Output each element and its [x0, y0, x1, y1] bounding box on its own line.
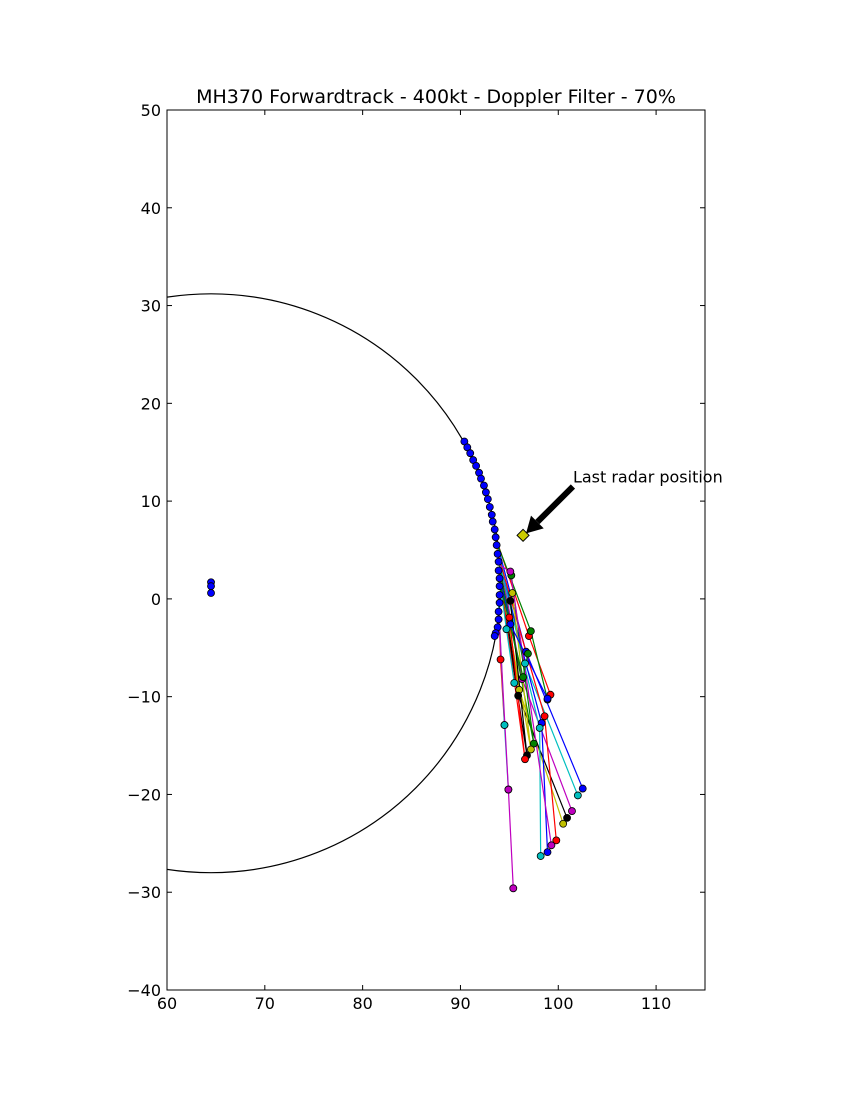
x-tick-label-3: 90	[450, 994, 470, 1013]
track-point-14-1	[521, 755, 529, 764]
x-tick-label-1: 70	[255, 994, 275, 1013]
arc-point-16	[493, 550, 502, 558]
arc-point-24	[494, 615, 503, 624]
track-point-17-2	[524, 649, 532, 658]
arc-point-4	[472, 462, 481, 470]
arc-point-13	[490, 525, 499, 534]
track-point-20-1	[504, 785, 513, 794]
track-point-16-1	[502, 625, 511, 634]
track-point-2-2	[573, 791, 582, 800]
track-point-6-2	[563, 814, 571, 822]
annotation-arrow-shaft	[535, 484, 576, 525]
arc-point-2	[466, 449, 475, 458]
annotation-arrow-head	[526, 515, 544, 534]
track-point-12-2	[508, 589, 517, 597]
track-point-9-1	[535, 724, 544, 732]
arc-point-8	[481, 488, 490, 497]
arc-point-21	[495, 591, 504, 599]
track-point-17-1	[519, 673, 527, 682]
track-point-19-1	[500, 721, 509, 729]
y-tick-label-2: −20	[127, 785, 161, 804]
arc-point-14	[491, 533, 500, 542]
track-point-13-2	[506, 596, 515, 605]
arc-point-17	[494, 557, 503, 566]
track-point-15-2	[543, 694, 552, 703]
track-point-9-2	[536, 852, 545, 860]
plot-frame	[166, 109, 706, 991]
arc-point-27	[490, 632, 499, 640]
arc-point-12	[488, 517, 497, 526]
x-tick-label-0: 60	[157, 994, 177, 1013]
annotation-label: Last radar position	[573, 467, 723, 486]
chart-title: MH370 Forwardtrack - 400kt - Doppler Fil…	[196, 86, 676, 108]
arc-point-22	[495, 598, 504, 607]
x-tick-label-5: 110	[641, 994, 672, 1013]
arc-point-6	[477, 474, 485, 483]
y-tick-label-5: 10	[141, 492, 161, 511]
arc-point-9	[483, 495, 492, 504]
track-point-5-2	[559, 819, 568, 828]
track-point-14-2	[505, 613, 514, 622]
arc-point-23	[494, 607, 503, 616]
y-tick-label-8: 40	[141, 199, 161, 218]
track-point-4-2	[568, 807, 576, 815]
y-tick-label-6: 20	[141, 394, 161, 413]
arc-point-15	[492, 541, 501, 550]
track-point-18-1	[496, 655, 505, 664]
track-point-16-2	[510, 679, 519, 687]
track-point-6-1	[514, 691, 523, 700]
track-point-11-1	[506, 567, 515, 576]
axis-ticks: 60 70 80 90 100 110 −40 −30 −20 −10 0 10 20 30 40 50	[127, 101, 705, 1013]
annotation-layer: Last radar position	[526, 467, 723, 534]
arc-point-18	[494, 566, 503, 575]
track-point-1-2	[578, 784, 587, 793]
track-point-3-1	[526, 627, 535, 636]
arc-point-19	[495, 574, 504, 583]
plot-area	[167, 293, 587, 893]
arc-point-11	[487, 510, 496, 519]
y-tick-label-3: −10	[127, 688, 161, 707]
y-tick-label-0: −40	[127, 981, 161, 1000]
y-tick-label-9: 50	[141, 101, 161, 120]
y-tick-label-7: 30	[141, 297, 161, 316]
track-point-7-1	[540, 712, 549, 721]
satellite-point-1	[207, 582, 215, 591]
last-radar-marker	[516, 528, 530, 543]
arc-point-7	[480, 481, 488, 490]
satellite-point-2	[207, 589, 215, 597]
track-point-11-2	[547, 841, 556, 850]
track-point-8-2	[543, 848, 552, 857]
y-tick-label-1: −30	[127, 883, 161, 902]
track-point-20-2	[509, 884, 518, 893]
y-tick-label-4: 0	[151, 590, 161, 609]
arc-point-10	[485, 503, 494, 511]
x-tick-label-4: 100	[543, 994, 574, 1013]
track-point-7-2	[552, 836, 561, 845]
x-tick-label-2: 80	[352, 994, 372, 1013]
track-point-2-1	[521, 659, 529, 668]
arc-point-20	[495, 582, 504, 591]
track-point-12-1	[526, 745, 535, 754]
